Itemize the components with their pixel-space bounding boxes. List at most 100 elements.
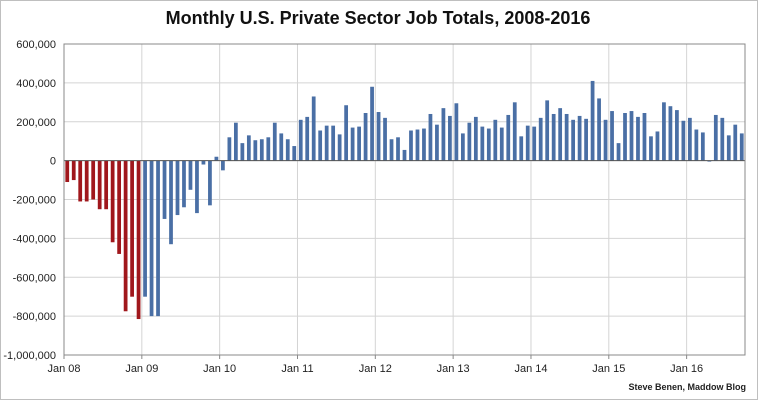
bar	[610, 111, 614, 161]
x-tick-label: Jan 13	[437, 363, 470, 375]
bar	[110, 160, 115, 243]
chart-title: Monthly U.S. Private Sector Job Totals, …	[165, 8, 591, 28]
bar	[726, 135, 731, 161]
bar	[448, 115, 452, 161]
bar	[564, 113, 569, 161]
bar	[130, 160, 134, 297]
bar	[681, 120, 686, 161]
bar	[577, 115, 582, 161]
y-tick-label: -1,000,000	[3, 350, 56, 362]
bar	[221, 160, 225, 171]
bar	[227, 137, 232, 161]
bar	[402, 149, 407, 161]
bar	[78, 160, 83, 202]
bar	[344, 105, 349, 161]
bar	[460, 133, 465, 161]
bar	[396, 137, 400, 161]
y-tick-label: 0	[50, 156, 56, 168]
bar	[415, 129, 420, 161]
bar	[272, 122, 277, 161]
bar	[694, 129, 699, 161]
bar	[422, 128, 426, 161]
bar	[389, 139, 394, 161]
bar	[188, 160, 193, 190]
bar	[311, 96, 316, 161]
bar	[104, 160, 109, 210]
bar	[506, 114, 511, 161]
y-tick-label: -800,000	[13, 311, 56, 323]
bar	[512, 102, 517, 161]
bar	[175, 160, 180, 216]
bar	[182, 160, 186, 208]
bar	[486, 128, 491, 161]
bar	[687, 117, 692, 161]
bar	[435, 124, 439, 161]
bar	[84, 160, 89, 202]
bar	[720, 117, 725, 161]
bar	[532, 126, 537, 161]
bar	[733, 124, 738, 161]
bar	[655, 131, 660, 161]
bar	[337, 134, 342, 161]
bar	[545, 100, 550, 161]
x-tick-label: Jan 12	[359, 363, 392, 375]
bar	[259, 139, 264, 161]
x-tick-label: Jan 15	[592, 363, 625, 375]
credit-text: Steve Benen, Maddow Blog	[628, 382, 746, 392]
bar	[649, 136, 653, 161]
bar	[292, 146, 297, 161]
y-tick-label: 400,000	[16, 78, 56, 90]
bar	[363, 113, 368, 161]
bar	[136, 160, 141, 320]
x-tick-label: Jan 14	[514, 363, 547, 375]
bar	[240, 143, 245, 161]
x-tick-label: Jan 09	[125, 363, 158, 375]
bar	[597, 98, 601, 161]
bar	[499, 127, 504, 161]
bar	[668, 106, 673, 161]
bar	[675, 110, 679, 161]
y-tick-label: 600,000	[16, 39, 56, 51]
bar	[233, 122, 238, 161]
bar	[454, 103, 459, 161]
bar	[376, 112, 381, 161]
x-tick-label: Jan 08	[47, 363, 80, 375]
bar	[195, 160, 199, 214]
bar	[603, 119, 608, 161]
bar	[538, 117, 543, 161]
bar	[642, 113, 647, 161]
bar	[169, 160, 173, 245]
bar	[208, 160, 212, 206]
y-tick-label: -600,000	[13, 272, 56, 284]
bar	[246, 135, 251, 161]
bar	[739, 133, 744, 161]
bar	[143, 160, 147, 297]
bar	[441, 108, 446, 161]
bar	[162, 160, 167, 219]
bar	[357, 126, 361, 161]
bar	[65, 160, 70, 183]
bar	[331, 125, 336, 161]
bar	[636, 116, 640, 161]
bar	[214, 156, 219, 161]
bar	[285, 139, 290, 161]
bar	[279, 133, 284, 161]
bar	[519, 136, 524, 161]
bar	[590, 80, 595, 161]
bar	[467, 122, 472, 161]
bar	[409, 130, 413, 161]
bar	[117, 160, 122, 254]
x-tick-label: Jan 10	[203, 363, 236, 375]
x-tick-label: Jan 11	[281, 363, 313, 375]
bar	[91, 160, 96, 200]
y-tick-label: 200,000	[16, 117, 56, 129]
bar	[97, 160, 102, 210]
bar	[662, 102, 666, 161]
y-tick-label: -200,000	[13, 195, 56, 207]
bar	[558, 108, 563, 161]
bar	[623, 113, 627, 161]
bar	[266, 137, 271, 161]
bar	[71, 160, 76, 181]
bar	[350, 127, 355, 161]
